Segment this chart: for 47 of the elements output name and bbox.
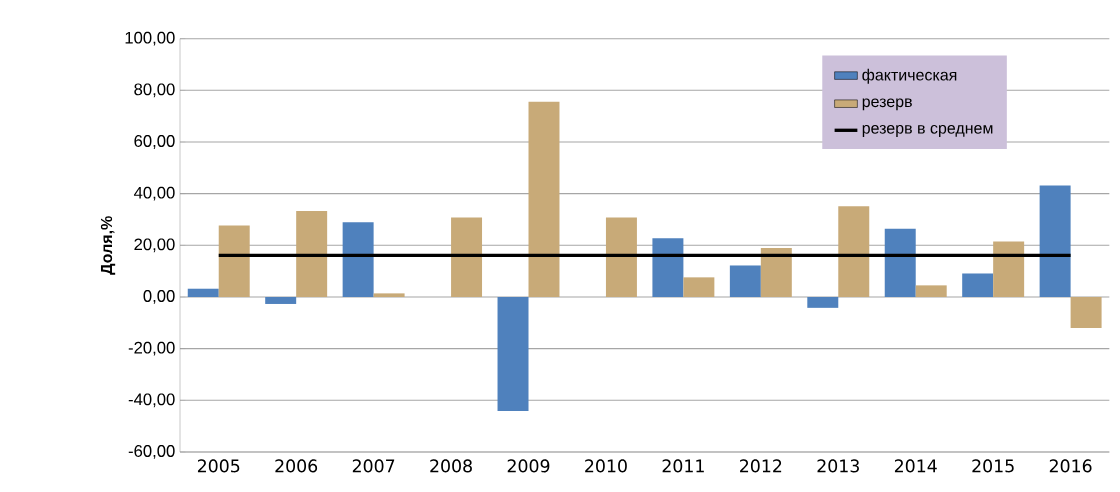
x-tick-label: 2009 xyxy=(507,459,550,473)
legend-label: фактическая xyxy=(862,68,957,84)
bar xyxy=(915,285,947,297)
y-tick-label: -60,00 xyxy=(128,445,175,459)
y-tick-label: -20,00 xyxy=(128,341,175,356)
bar xyxy=(296,210,328,297)
bar xyxy=(838,206,870,297)
y-tick-label: 0,00 xyxy=(143,290,175,304)
bar xyxy=(683,277,715,297)
x-tick-label: 2005 xyxy=(197,459,240,473)
x-tick-label: 2016 xyxy=(1049,459,1092,473)
y-tick-label: 40,00 xyxy=(133,186,175,201)
bar xyxy=(760,247,792,297)
y-tick-label: 60,00 xyxy=(134,135,175,149)
bar xyxy=(451,217,483,297)
bar xyxy=(497,296,529,411)
x-tick-label: 2010 xyxy=(585,459,627,473)
bar xyxy=(993,241,1025,297)
bar xyxy=(652,238,684,297)
y-tick-label: -40,00 xyxy=(128,393,175,408)
bar xyxy=(884,228,916,297)
bar xyxy=(807,296,839,308)
bar xyxy=(218,225,250,297)
x-tick-label: 2015 xyxy=(972,459,1014,473)
legend-label: резерв в среднем xyxy=(862,124,993,137)
bar xyxy=(265,296,297,304)
y-tick-label: 100,00 xyxy=(125,31,175,46)
y-tick-label: 20,00 xyxy=(134,238,175,253)
bar xyxy=(373,293,405,297)
y-axis-title: Доля,% xyxy=(100,216,116,275)
x-tick-label: 2011 xyxy=(662,459,704,473)
x-tick-label: 2012 xyxy=(740,459,782,473)
x-tick-label: 2007 xyxy=(352,459,395,473)
bar xyxy=(962,273,994,297)
x-tick-label: 2013 xyxy=(817,459,859,473)
x-tick-label: 2006 xyxy=(275,459,318,473)
bar xyxy=(729,265,761,297)
x-tick-label: 2008 xyxy=(430,459,472,473)
legend-label: резерв xyxy=(862,98,912,111)
y-tick-label: 80,00 xyxy=(134,83,175,98)
bar xyxy=(1039,185,1071,297)
bar xyxy=(1070,296,1102,328)
bar xyxy=(187,288,219,297)
x-tick-label: 2014 xyxy=(894,459,937,473)
bar xyxy=(342,222,374,297)
bar xyxy=(528,101,560,297)
bar xyxy=(605,217,637,297)
